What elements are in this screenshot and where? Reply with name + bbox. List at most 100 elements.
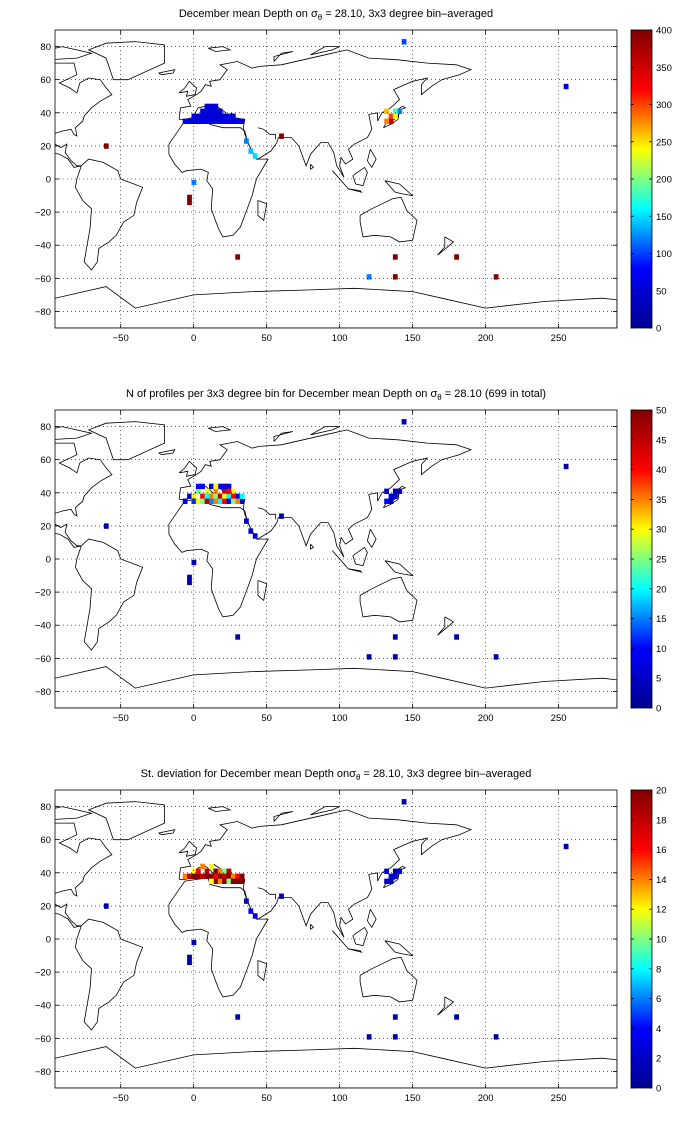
data-cell: [200, 118, 205, 124]
coastline: [437, 996, 455, 1016]
colorbar-tick-label: 0: [656, 324, 661, 335]
data-cell: [209, 103, 214, 110]
coastline: [11, 812, 33, 820]
chart-title: N of profiles per 3x3 degree bin for Dec…: [126, 388, 546, 402]
colorbar-tick-label: 12: [656, 905, 667, 916]
data-cell: [384, 488, 389, 494]
coastline: [310, 163, 315, 170]
x-tick-label: −50: [113, 713, 129, 724]
data-cell: [230, 118, 236, 124]
data-cell: [209, 493, 214, 499]
colorbar-gradient: [630, 789, 653, 1089]
data-cell: [397, 868, 403, 874]
data-cell: [204, 868, 210, 874]
data-cell: [222, 113, 227, 119]
data-cell: [195, 868, 201, 874]
coastline: [257, 960, 268, 982]
data-cell: [248, 528, 254, 534]
data-cell: [226, 493, 232, 499]
coastline: [257, 887, 276, 900]
coastline: [55, 822, 113, 928]
x-tick-label: 0: [191, 333, 196, 344]
x-tick-label: 200: [478, 713, 494, 724]
coastline: [348, 188, 363, 193]
colorbar-tick-label: 6: [656, 994, 661, 1005]
data-cell: [392, 634, 398, 640]
coastline: [437, 236, 455, 256]
coastline: [87, 421, 165, 461]
data-cell: [191, 113, 197, 119]
colorbar-tick-label: 20: [656, 584, 667, 595]
colorbar-gradient: [630, 29, 653, 329]
coastline: [366, 148, 377, 169]
plot-area: [11, 790, 617, 1088]
data-cell: [226, 878, 232, 884]
coastline: [348, 568, 363, 573]
data-cell: [235, 873, 241, 879]
coastline: [208, 806, 232, 812]
data-cell: [230, 873, 236, 879]
x-tick-label: 150: [405, 713, 421, 724]
data-cell: [213, 103, 219, 110]
data-cell: [384, 878, 389, 884]
data-cell: [222, 873, 227, 879]
data-cell: [209, 873, 214, 879]
data-cell: [401, 799, 407, 805]
y-tick-label: 60: [40, 455, 51, 466]
data-cell: [392, 113, 398, 119]
coastline: [257, 200, 268, 222]
data-cell: [213, 108, 219, 114]
data-cell: [454, 1014, 459, 1020]
coastline: [55, 806, 93, 820]
data-cell: [235, 878, 241, 884]
data-cell: [388, 113, 394, 119]
data-cell: [182, 873, 188, 879]
y-tick-label: 40: [40, 108, 51, 119]
coastline: [352, 166, 368, 187]
data-cell: [226, 113, 232, 119]
colorbar-tick-label: 40: [656, 465, 667, 476]
data-cell: [187, 954, 192, 961]
x-tick-label: 100: [332, 333, 348, 344]
coastline: [359, 196, 418, 243]
colorbar-tick-label: 200: [656, 175, 672, 186]
y-tick-label: −40: [35, 621, 51, 632]
coastline: [257, 580, 268, 602]
colorbar-tick-label: 18: [656, 815, 667, 826]
coastline: [310, 543, 315, 550]
colorbar-tick-label: 0: [656, 704, 661, 715]
data-cell: [388, 118, 394, 124]
x-tick-label: 200: [478, 1093, 494, 1104]
data-cell: [230, 498, 236, 504]
coastline: [74, 158, 144, 271]
data-cell: [226, 483, 232, 490]
data-cell: [493, 274, 499, 280]
x-tick-label: 100: [332, 1093, 348, 1104]
colorbar-tick-label: 350: [656, 63, 672, 74]
data-cell: [366, 1034, 372, 1040]
data-cell: [187, 199, 192, 206]
data-cell: [187, 493, 192, 499]
data-cell: [563, 83, 569, 90]
data-cell: [195, 483, 201, 490]
data-cell: [230, 113, 236, 119]
coastline: [11, 52, 33, 60]
coastline: [55, 62, 113, 168]
x-tick-label: −50: [113, 333, 129, 344]
data-cell: [230, 488, 236, 494]
coastline: [11, 432, 33, 440]
data-cell: [384, 118, 389, 124]
data-cell: [209, 108, 214, 114]
data-cell: [222, 868, 227, 874]
data-cell: [217, 118, 223, 124]
data-cell: [239, 493, 245, 499]
data-cell: [213, 488, 219, 494]
data-cell: [195, 113, 201, 119]
data-cell: [191, 493, 197, 499]
data-cell: [235, 1014, 241, 1020]
chart-title: St. deviation for December mean Depth on…: [141, 768, 532, 782]
coastline: [158, 69, 176, 76]
data-cell: [222, 488, 227, 494]
data-cell: [392, 1014, 398, 1020]
coastline: [310, 923, 315, 930]
